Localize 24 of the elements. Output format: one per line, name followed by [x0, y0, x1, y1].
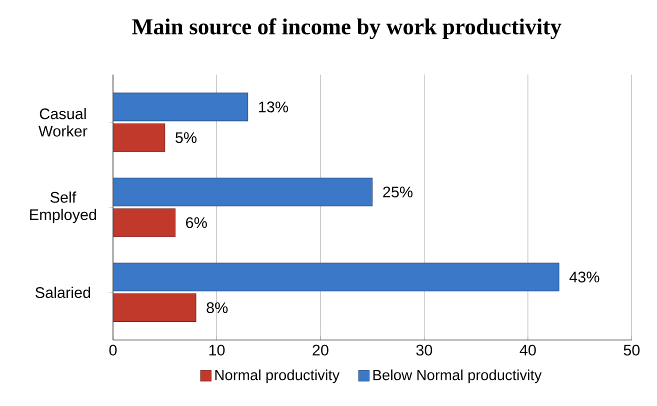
x-tick-label: 10 — [209, 344, 225, 356]
bar — [113, 178, 373, 206]
legend-label: Normal productivity — [215, 369, 340, 384]
data-label: 8% — [206, 302, 228, 314]
bar — [113, 123, 166, 152]
x-tick-label: 40 — [520, 344, 536, 356]
data-label: 6% — [186, 217, 207, 228]
data-label: 25% — [383, 186, 413, 198]
y-tick-label: Salaried — [36, 286, 90, 298]
bar — [113, 262, 560, 292]
y-tick-label: Self Employed — [30, 192, 96, 224]
bar — [113, 293, 196, 322]
x-tick-label: 50 — [624, 344, 640, 356]
x-tick-label: 0 — [109, 344, 117, 356]
data-label: 5% — [176, 132, 197, 144]
bar — [113, 92, 248, 122]
legend-label: Below Normal productivity — [373, 369, 542, 384]
y-tick-label: Casual Worker — [38, 108, 88, 137]
chart-title: Main source of income by work productivity — [132, 18, 562, 40]
data-label: 13% — [259, 102, 288, 112]
x-tick-label: 30 — [416, 344, 432, 356]
data-label: 43% — [569, 272, 600, 282]
x-tick-label: 20 — [312, 344, 328, 356]
bar — [113, 208, 176, 237]
